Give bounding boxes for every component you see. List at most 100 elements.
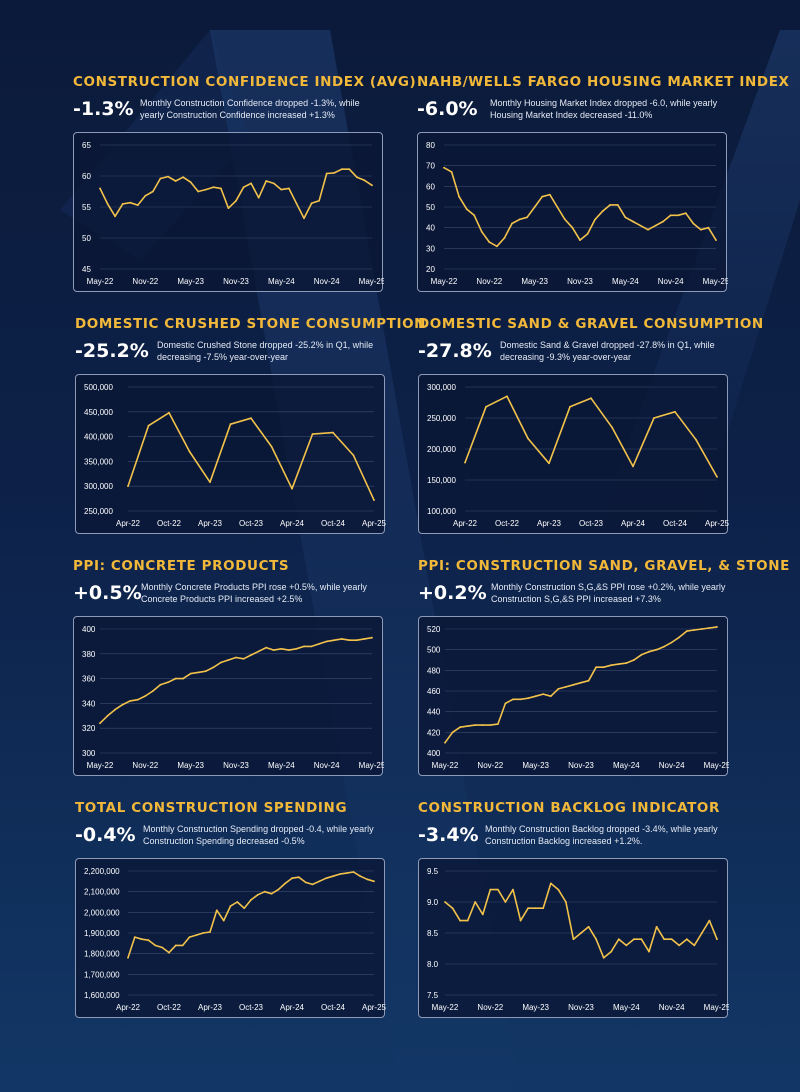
data-point: [580, 932, 582, 934]
data-point: [295, 202, 298, 205]
data-point: [227, 659, 230, 661]
x-tick-label: Apr-22: [116, 1003, 141, 1012]
data-point: [345, 872, 348, 874]
data-point: [624, 216, 627, 219]
change-percent: -1.3%: [73, 98, 134, 120]
x-tick-label: Apr-25: [362, 1003, 386, 1012]
x-tick-label: Oct-24: [663, 519, 688, 528]
data-point: [548, 462, 550, 465]
y-tick-label: 100,000: [427, 507, 456, 516]
data-point: [542, 907, 545, 910]
data-point: [188, 936, 191, 938]
data-point: [265, 646, 268, 649]
data-point: [474, 724, 477, 726]
data-point: [700, 228, 702, 231]
y-tick-label: 400: [427, 749, 441, 758]
y-tick-label: 70: [426, 162, 435, 171]
data-point: [564, 218, 566, 221]
data-point: [147, 424, 150, 427]
data-point: [616, 204, 619, 206]
chart-panel: 7.5 8.0 8.5 9.0 9.5 May-22 Nov-22 May-23 Nov-23 M…: [418, 858, 729, 1018]
data-point: [188, 450, 191, 453]
data-point: [534, 907, 537, 910]
data-point: [512, 698, 514, 701]
y-tick-label: 7.5: [427, 991, 439, 1000]
data-point: [352, 454, 355, 457]
x-tick-label: Apr-25: [705, 519, 729, 528]
y-tick-label: 460: [427, 687, 441, 696]
data-point: [617, 938, 620, 941]
y-tick-label: 350,000: [84, 457, 113, 466]
data-point: [669, 214, 672, 217]
y-tick-label: 250,000: [427, 414, 456, 423]
data-point: [716, 476, 718, 478]
x-tick-label: May-23: [522, 1003, 549, 1012]
y-tick-label: 65: [82, 141, 91, 150]
x-tick-label: Nov-23: [568, 761, 594, 770]
data-point: [291, 877, 293, 880]
x-tick-label: Oct-24: [321, 1003, 346, 1012]
x-tick-label: May-22: [87, 277, 114, 286]
data-point: [572, 683, 575, 686]
x-tick-label: Oct-23: [239, 1003, 264, 1012]
y-tick-label: 60: [426, 182, 435, 191]
data-point: [318, 199, 320, 202]
x-tick-label: Nov-23: [567, 277, 593, 286]
x-tick-label: May-23: [522, 761, 549, 770]
line-chart: 400 420 440 460 480 500 520 May-22 Nov-22 May-23 N…: [427, 625, 729, 770]
data-point: [284, 882, 287, 885]
x-tick-label: Nov-24: [659, 761, 685, 770]
data-point: [265, 180, 268, 182]
series-line: [127, 871, 375, 959]
y-tick-label: 480: [427, 666, 441, 675]
data-point: [189, 181, 192, 184]
data-point: [222, 919, 225, 922]
change-description: Monthly Concrete Products PPI rose +0.5%…: [141, 582, 367, 604]
data-point: [632, 220, 634, 223]
data-point: [147, 939, 150, 942]
data-point: [236, 901, 239, 903]
data-point: [519, 919, 522, 922]
change-description: Monthly Construction Spending dropped -0…: [143, 824, 374, 846]
data-point: [587, 925, 590, 928]
x-tick-label: Apr-23: [198, 519, 223, 528]
x-tick-label: Nov-24: [659, 1003, 685, 1012]
x-tick-label: Apr-24: [280, 1003, 305, 1012]
chart-panel: 1,600,000 1,700,000 1,800,000 1,900,000 2,00…: [75, 858, 386, 1018]
data-point: [497, 888, 499, 891]
y-tick-label: 50: [426, 203, 435, 212]
data-point: [527, 437, 529, 440]
data-point: [556, 206, 559, 208]
data-point: [204, 188, 207, 191]
data-point: [280, 647, 283, 650]
data-point: [459, 726, 461, 729]
card-title: DOMESTIC CRUSHED STONE CONSUMPTION: [75, 316, 427, 332]
data-point: [325, 877, 328, 880]
data-point: [701, 932, 703, 934]
series-line: [444, 626, 718, 744]
data-point: [587, 679, 590, 682]
y-tick-label: 450,000: [84, 408, 113, 417]
x-tick-label: May-22: [432, 1003, 459, 1012]
y-tick-label: 1,900,000: [84, 929, 120, 938]
line-chart: 300 320 340 360 380 400 May-22 Nov-22 May-23 Nov-…: [82, 625, 384, 770]
data-point: [527, 907, 529, 910]
data-point: [303, 645, 305, 648]
data-point: [693, 944, 696, 947]
data-point: [655, 648, 658, 651]
change-description: Monthly Housing Market Index dropped -6.…: [490, 98, 718, 120]
data-point: [678, 636, 681, 639]
x-tick-label: Nov-22: [477, 1003, 503, 1012]
line-chart: 1,600,000 1,700,000 1,800,000 1,900,000 2,00…: [84, 867, 386, 1012]
y-tick-label: 1,800,000: [84, 950, 120, 959]
y-tick-label: 80: [426, 141, 435, 150]
chart-panel: 300 320 340 360 380 400 May-22 Nov-22 May-23 Nov-…: [73, 616, 384, 776]
data-point: [497, 723, 499, 725]
data-point: [280, 188, 283, 191]
data-point: [167, 681, 169, 684]
y-tick-label: 400,000: [84, 433, 113, 442]
data-point: [212, 666, 215, 669]
data-point: [242, 657, 245, 660]
data-point: [136, 698, 139, 701]
change-description: Monthly Construction Confidence dropped …: [140, 98, 360, 120]
